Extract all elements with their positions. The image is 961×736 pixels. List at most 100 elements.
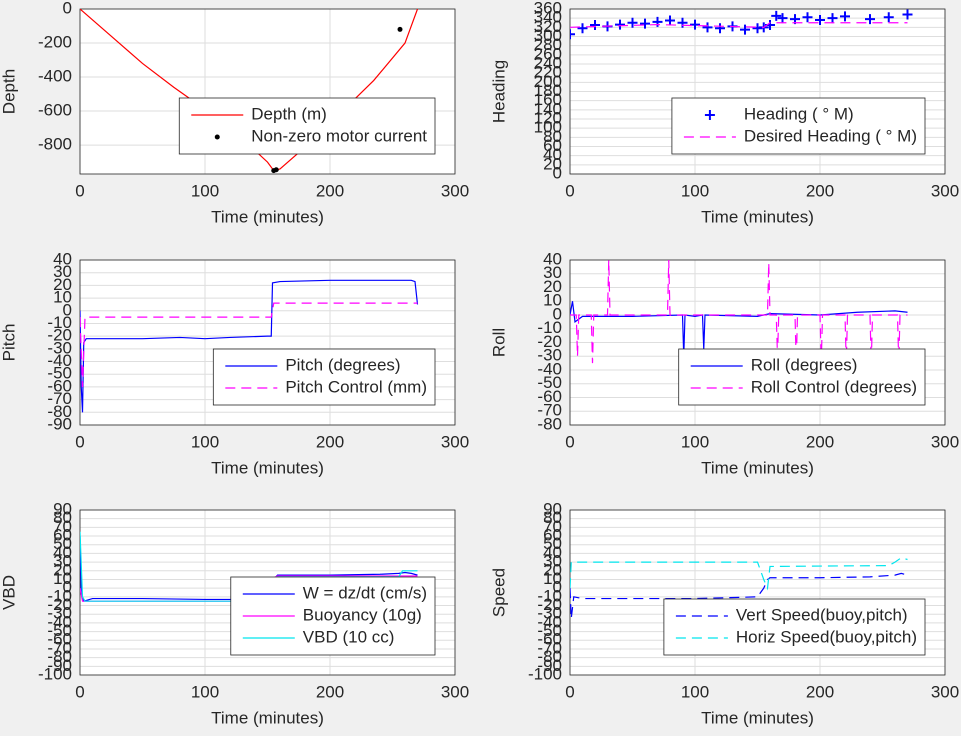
- y-tick-label: -70: [47, 638, 72, 657]
- x-tick-label: 300: [931, 181, 959, 200]
- x-tick-label: 200: [806, 181, 834, 200]
- plus-marker: [840, 11, 850, 22]
- panel: 0 100 200 300403020100-10-20-30-40-50-60-70…: [0, 249, 469, 477]
- x-tick-label: 0: [75, 181, 84, 200]
- series-group: [80, 279, 419, 413]
- y-tick-label: 20: [543, 154, 562, 173]
- y-tick-label: 180: [534, 81, 562, 100]
- legend-box: [678, 348, 926, 406]
- y-tick-label: 80: [543, 508, 562, 527]
- y-tick-label: -80: [537, 414, 562, 433]
- x-tick-label: 200: [316, 181, 344, 200]
- y-tick-label: -60: [47, 376, 72, 395]
- legend-label: Roll (degrees): [751, 355, 858, 374]
- series-group: [80, 9, 419, 174]
- legend-box: [671, 97, 926, 155]
- legend: W = dz/dt (cm/s) Buoyancy (10g) VBD (10 cc…: [230, 576, 436, 656]
- y-tick-label: 240: [534, 53, 562, 72]
- x-tick-label: 0: [565, 682, 574, 701]
- plus-marker: [665, 15, 675, 26]
- plus-marker: [902, 9, 913, 20]
- dot-marker: [273, 167, 279, 173]
- series-group: [570, 557, 908, 619]
- y-tick-label: -20: [537, 595, 562, 614]
- y-tick-label: 60: [543, 526, 562, 545]
- y-tick-label: 360: [534, 0, 562, 17]
- y-tick-label: 20: [53, 275, 72, 294]
- y-tick-label: -90: [537, 656, 562, 675]
- y-tick-label: 30: [53, 552, 72, 571]
- y-tick-label: -40: [47, 351, 72, 370]
- y-tick-label: -60: [537, 630, 562, 649]
- x-tick-label: 100: [681, 181, 709, 200]
- y-tick-label: -50: [537, 373, 562, 392]
- legend-label: VBD (10 cc): [303, 627, 395, 646]
- y-tick-label: 140: [534, 99, 562, 118]
- y-tick-label: 30: [543, 552, 562, 571]
- y-tick-label: -20: [47, 326, 72, 345]
- y-tick-label: -60: [47, 630, 72, 649]
- y-tick-label: -40: [537, 359, 562, 378]
- y-tick-label: 200: [534, 72, 562, 91]
- legend-label: Pitch (degrees): [285, 355, 400, 374]
- y-tick-label: 50: [53, 534, 72, 553]
- plus-marker: [771, 10, 782, 21]
- series-line: [570, 572, 908, 619]
- y-tick-label: 20: [543, 560, 562, 579]
- y-tick-label: -90: [47, 656, 72, 675]
- x-axis-label: Time (minutes): [701, 708, 814, 727]
- x-tick-label: 200: [316, 432, 344, 451]
- y-tick-label: 30: [53, 262, 72, 281]
- x-axis-label: Time (minutes): [701, 207, 814, 226]
- x-axis-label: Time (minutes): [211, 207, 324, 226]
- y-tick-label: 260: [534, 44, 562, 63]
- plus-marker: [627, 17, 638, 28]
- y-tick-label: 0: [63, 578, 72, 597]
- plus-marker: [690, 19, 700, 30]
- x-tick-label: 0: [565, 181, 574, 200]
- legend-label: Buoyancy (10g): [303, 605, 422, 624]
- y-tick-label: 0: [553, 163, 562, 182]
- x-tick-label: 300: [441, 181, 469, 200]
- legend-label: Depth (m): [251, 104, 327, 123]
- y-tick-label: 0: [553, 304, 562, 323]
- y-tick-label: -600: [38, 101, 72, 120]
- legend: Roll (degrees) Roll Control (degrees): [678, 348, 926, 406]
- y-tick-label: -30: [47, 338, 72, 357]
- plus-marker: [827, 13, 838, 24]
- x-tick-label: 100: [191, 682, 219, 701]
- y-tick-label: 40: [543, 543, 562, 562]
- y-tick-label: 60: [543, 136, 562, 155]
- plus-marker: [815, 15, 825, 25]
- x-axis-label: Time (minutes): [211, 458, 324, 477]
- series-group: [570, 9, 913, 40]
- x-axis-label: Time (minutes): [701, 458, 814, 477]
- y-axis-label: VBD: [0, 575, 18, 610]
- plus-marker: [615, 19, 625, 30]
- plus-marker: [640, 18, 650, 29]
- plus-marker: [740, 24, 750, 35]
- axes-box: [79, 509, 456, 676]
- legend: Vert Speed(buoy,pitch) Horiz Speed(buoy,p…: [663, 598, 926, 656]
- x-axis-label: Time (minutes): [211, 708, 324, 727]
- y-tick-label: 40: [53, 249, 72, 268]
- y-tick-label: -200: [38, 33, 72, 52]
- plus-marker: [802, 12, 813, 23]
- series-line: [570, 22, 908, 28]
- y-tick-label: 20: [543, 277, 562, 296]
- plus-marker: [715, 23, 725, 34]
- x-tick-label: 300: [441, 432, 469, 451]
- y-tick-label: -40: [537, 612, 562, 631]
- y-tick-label: -20: [537, 332, 562, 351]
- y-tick-label: 120: [534, 108, 562, 127]
- y-tick-label: -80: [537, 647, 562, 666]
- y-tick-label: -10: [537, 586, 562, 605]
- y-tick-label: 100: [534, 118, 562, 137]
- x-tick-label: 0: [75, 432, 84, 451]
- y-tick-label: 90: [53, 499, 72, 518]
- y-tick-label: 160: [534, 90, 562, 109]
- legend-label: Vert Speed(buoy,pitch): [736, 605, 908, 624]
- legend-swatch: [704, 110, 715, 120]
